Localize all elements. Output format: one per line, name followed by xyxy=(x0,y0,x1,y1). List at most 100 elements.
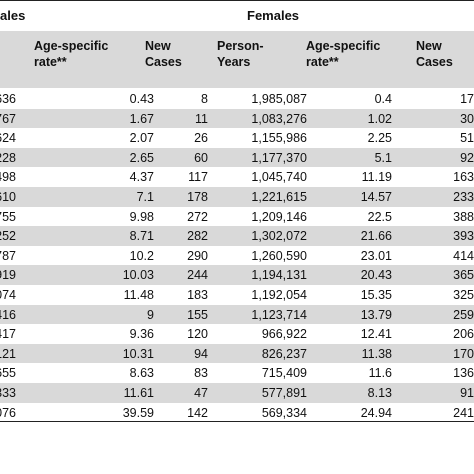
cell-female-rate: 11.38 xyxy=(361,346,392,361)
cell-female-rate: 21.66 xyxy=(360,229,392,244)
cell-female-rate: 15.35 xyxy=(360,288,392,302)
cell-female-person-years: 1,045,740 xyxy=(251,170,307,185)
cell-male-person-years: 498 xyxy=(0,170,16,185)
cell-female-new-cases: 120 xyxy=(187,327,208,342)
cell-female-person-years: 1,177,370 xyxy=(251,150,307,165)
table-row: 252 8.71 282 1,302,072 21.66 393 xyxy=(0,226,474,246)
cell-total-new-cases: 17 xyxy=(460,92,474,106)
col-header-male-rate: Age-specific rate** xyxy=(34,39,109,69)
cell-female-new-cases: 290 xyxy=(187,248,208,263)
col-header-female-rate: Age-specific rate** xyxy=(306,39,381,69)
cell-female-person-years: 715,409 xyxy=(261,366,307,381)
table-row: 767 1.67 11 1,083,276 1.02 30 xyxy=(0,108,474,129)
cell-male-rate: 1.67 xyxy=(129,111,154,126)
cell-male-person-years: 636 xyxy=(0,92,16,106)
cell-female-rate: 13.79 xyxy=(360,307,392,322)
cell-male-person-years: 252 xyxy=(0,229,16,244)
cell-female-person-years: 577,891 xyxy=(261,386,307,400)
cell-total-new-cases: 241 xyxy=(453,405,474,420)
cell-female-rate: 23.01 xyxy=(360,248,392,263)
table-row: 417 9.36 120 966,922 12.41 206 xyxy=(0,324,474,344)
cell-female-person-years: 1,083,276 xyxy=(251,111,307,126)
cell-total-new-cases: 259 xyxy=(453,307,474,322)
cell-male-rate: 11.48 xyxy=(123,288,154,302)
table-row: 636 0.43 8 1,985,087 0.4 17 xyxy=(0,89,474,109)
cell-female-new-cases: 94 xyxy=(194,346,208,361)
cell-female-rate: 8.13 xyxy=(367,386,392,400)
cell-female-new-cases: 244 xyxy=(187,268,208,283)
cell-male-rate: 7.1 xyxy=(136,190,154,204)
cell-female-rate: 11.19 xyxy=(361,170,392,185)
cell-female-rate: 12.41 xyxy=(360,327,392,342)
table-row: 655 8.63 83 715,409 11.6 136 xyxy=(0,363,474,383)
cell-female-rate: 22.5 xyxy=(367,209,392,224)
cell-female-person-years: 1,123,714 xyxy=(251,307,307,322)
cell-total-new-cases: 388 xyxy=(453,209,474,224)
table-row: 610 7.1 178 1,221,615 14.57 233 xyxy=(0,187,474,207)
cell-male-rate: 9 xyxy=(147,307,154,322)
cell-male-rate: 11.61 xyxy=(123,386,154,400)
cell-female-person-years: 1,985,087 xyxy=(251,92,307,106)
cell-male-person-years: 228 xyxy=(0,150,16,165)
cell-female-rate: 5.1 xyxy=(374,150,392,165)
cell-total-new-cases: 136 xyxy=(453,366,474,381)
cell-male-person-years: 074 xyxy=(0,288,16,302)
cell-male-person-years: 416 xyxy=(0,307,16,322)
cell-female-rate: 11.6 xyxy=(368,366,392,381)
cell-female-new-cases: 282 xyxy=(187,229,208,244)
table-row: 787 10.2 290 1,260,590 23.01 414 xyxy=(0,246,474,266)
cell-female-new-cases: 117 xyxy=(188,170,208,185)
table-row: 228 2.65 60 1,177,370 5.1 92 xyxy=(0,147,474,168)
table-row: 074 11.48 183 1,192,054 15.35 325 xyxy=(0,285,474,305)
table-row: 755 9.98 272 1,209,146 22.5 388 xyxy=(0,207,474,227)
table-row: 076 39.59 142 569,334 24.94 241 xyxy=(0,403,474,423)
cell-total-new-cases: 365 xyxy=(453,268,474,283)
col-header-female-person-years: Person- Years xyxy=(217,39,264,69)
cell-male-person-years: 417 xyxy=(0,327,16,342)
cell-female-person-years: 1,192,054 xyxy=(251,288,307,302)
cell-female-new-cases: 11 xyxy=(195,111,208,126)
cell-male-person-years: 787 xyxy=(0,248,16,263)
cell-female-new-cases: 8 xyxy=(201,92,208,106)
cell-female-person-years: 1,194,131 xyxy=(251,268,307,283)
top-rule xyxy=(0,0,474,1)
cell-female-person-years: 1,260,590 xyxy=(251,248,307,263)
cell-male-rate: 8.71 xyxy=(129,229,154,244)
cell-male-person-years: 333 xyxy=(0,386,16,400)
cell-male-person-years: 919 xyxy=(0,268,16,283)
cell-female-person-years: 569,334 xyxy=(261,405,307,420)
cell-male-person-years: 655 xyxy=(0,366,16,381)
cell-female-rate: 0.4 xyxy=(374,92,392,106)
cell-total-new-cases: 92 xyxy=(460,150,474,165)
col-header-total-new-cases: New Cases xyxy=(416,39,453,69)
cell-male-person-years: 121 xyxy=(0,346,16,361)
cell-female-new-cases: 272 xyxy=(187,209,208,224)
cell-total-new-cases: 51 xyxy=(460,131,474,146)
table-row: 333 11.61 47 577,891 8.13 91 xyxy=(0,383,474,403)
cell-female-new-cases: 83 xyxy=(194,366,208,381)
cell-female-person-years: 1,209,146 xyxy=(251,209,307,224)
cell-male-person-years: 624 xyxy=(0,131,16,146)
table-row: 416 9 155 1,123,714 13.79 259 xyxy=(0,304,474,325)
cell-male-rate: 10.31 xyxy=(122,346,154,361)
cell-total-new-cases: 170 xyxy=(453,346,474,361)
group-header-males: ales xyxy=(0,8,26,23)
cell-female-rate: 2.25 xyxy=(367,131,392,146)
cell-male-person-years: 610 xyxy=(0,190,16,204)
cell-female-new-cases: 142 xyxy=(187,405,208,420)
cell-male-rate: 10.2 xyxy=(129,248,154,263)
cell-male-person-years: 755 xyxy=(0,209,16,224)
col-header-female-new-cases: New Cases xyxy=(145,39,182,69)
cell-female-rate: 1.02 xyxy=(367,111,392,126)
cell-male-rate: 9.98 xyxy=(129,209,154,224)
cell-total-new-cases: 163 xyxy=(453,170,474,185)
cell-male-rate: 4.37 xyxy=(129,170,154,185)
cell-female-person-years: 966,922 xyxy=(261,327,307,342)
table-row: 919 10.03 244 1,194,131 20.43 365 xyxy=(0,265,474,285)
cell-total-new-cases: 91 xyxy=(460,386,474,400)
cell-female-person-years: 1,221,615 xyxy=(251,190,307,204)
cell-total-new-cases: 206 xyxy=(453,327,474,342)
cell-male-rate: 2.65 xyxy=(129,150,154,165)
cell-male-rate: 0.43 xyxy=(129,92,154,106)
cell-female-rate: 20.43 xyxy=(360,268,392,283)
